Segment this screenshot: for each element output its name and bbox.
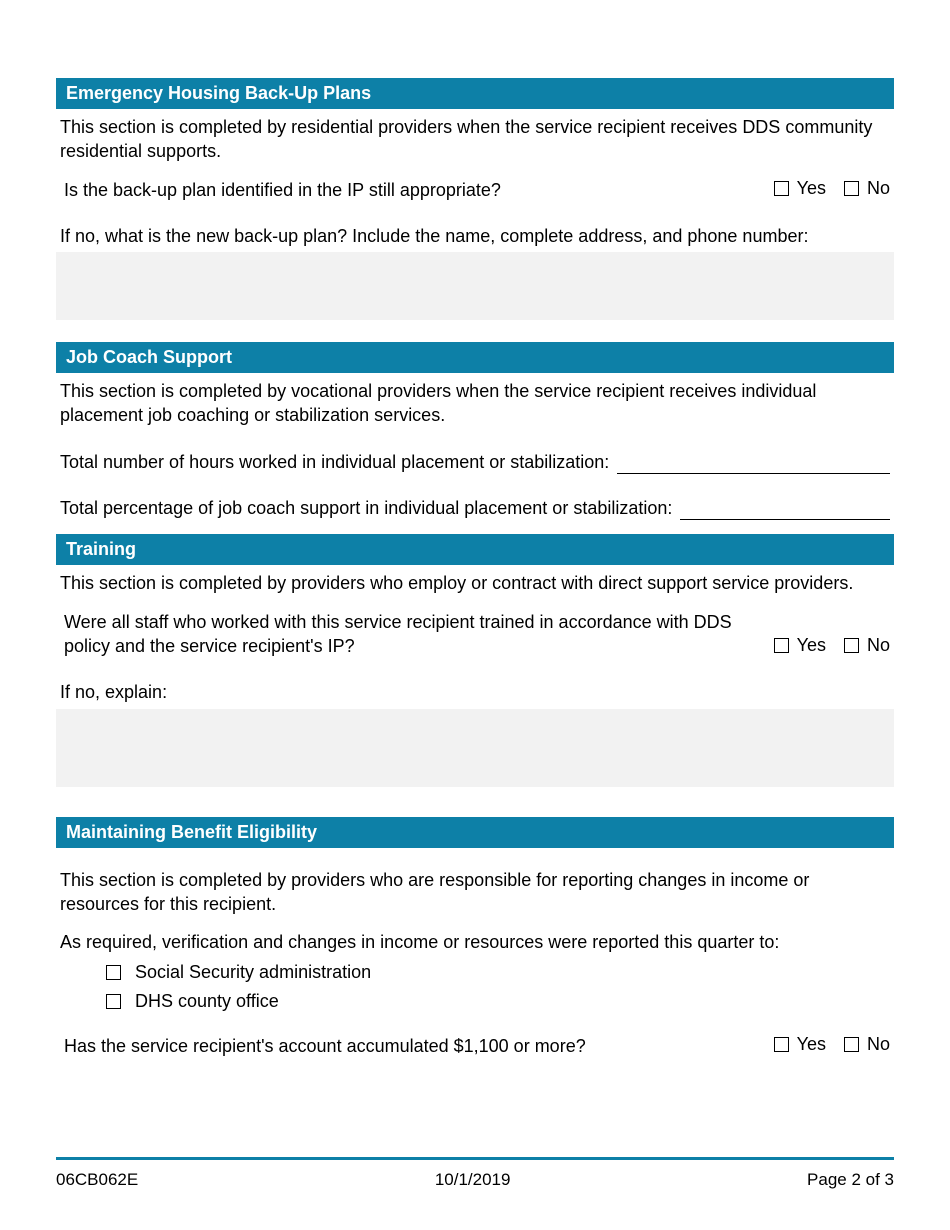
jobcoach-percent-input[interactable] — [680, 500, 890, 520]
yes-label: Yes — [797, 178, 826, 199]
training-q1-yes-checkbox[interactable] — [774, 638, 789, 653]
benefits-dhs-checkbox[interactable] — [106, 994, 121, 1009]
emergency-backup-plan-input[interactable] — [56, 252, 894, 320]
benefits-line1: As required, verification and changes in… — [56, 930, 894, 954]
yes-label: Yes — [797, 635, 826, 656]
benefits-q1-no-checkbox[interactable] — [844, 1037, 859, 1052]
yes-label: Yes — [797, 1034, 826, 1055]
benefits-ssa-label: Social Security administration — [135, 962, 371, 983]
emergency-q1: Is the back-up plan identified in the IP… — [60, 178, 774, 202]
emergency-intro: This section is completed by residential… — [56, 115, 894, 164]
benefits-dhs-label: DHS county office — [135, 991, 279, 1012]
footer-page: Page 2 of 3 — [807, 1170, 894, 1190]
section-header-emergency: Emergency Housing Back-Up Plans — [56, 78, 894, 109]
training-intro: This section is completed by providers w… — [56, 571, 894, 595]
no-label: No — [867, 635, 890, 656]
emergency-q1-yes-checkbox[interactable] — [774, 181, 789, 196]
page-footer: 06CB062E 10/1/2019 Page 2 of 3 — [56, 1157, 894, 1190]
training-q1: Were all staff who worked with this serv… — [60, 610, 774, 659]
benefits-q1: Has the service recipient's account accu… — [60, 1034, 774, 1058]
jobcoach-hours-label: Total number of hours worked in individu… — [60, 450, 609, 474]
benefits-ssa-checkbox[interactable] — [106, 965, 121, 980]
emergency-q1-no-checkbox[interactable] — [844, 181, 859, 196]
jobcoach-hours-input[interactable] — [617, 454, 890, 474]
section-header-jobcoach: Job Coach Support — [56, 342, 894, 373]
training-q1-no-checkbox[interactable] — [844, 638, 859, 653]
no-label: No — [867, 178, 890, 199]
footer-form-id: 06CB062E — [56, 1170, 138, 1190]
section-header-benefits: Maintaining Benefit Eligibility — [56, 817, 894, 848]
emergency-q2: If no, what is the new back-up plan? Inc… — [56, 224, 894, 248]
benefits-intro: This section is completed by providers w… — [56, 868, 894, 917]
jobcoach-percent-label: Total percentage of job coach support in… — [60, 496, 672, 520]
benefits-q1-yes-checkbox[interactable] — [774, 1037, 789, 1052]
jobcoach-intro: This section is completed by vocational … — [56, 379, 894, 428]
training-q2: If no, explain: — [56, 680, 894, 704]
no-label: No — [867, 1034, 890, 1055]
section-header-training: Training — [56, 534, 894, 565]
footer-date: 10/1/2019 — [435, 1170, 511, 1190]
training-explain-input[interactable] — [56, 709, 894, 787]
